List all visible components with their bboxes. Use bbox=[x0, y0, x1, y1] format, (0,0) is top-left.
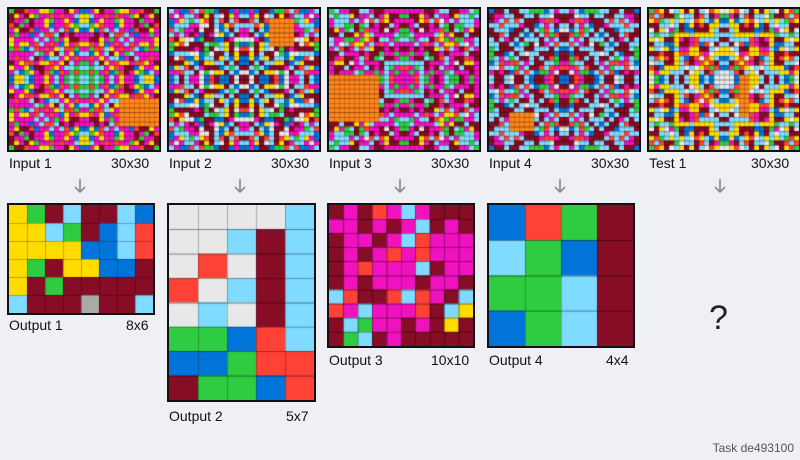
output-1-label: Output 1 bbox=[9, 317, 63, 333]
arrow-down-icon bbox=[74, 179, 86, 194]
output-4-size: 4x4 bbox=[606, 352, 629, 368]
output-2-grid bbox=[167, 203, 316, 402]
output-2-canvas bbox=[169, 205, 314, 400]
input-3-label: Input 3 bbox=[329, 155, 372, 171]
test-1-size: 30x30 bbox=[751, 155, 790, 171]
input-2-size: 30x30 bbox=[271, 155, 310, 171]
input-3-size: 30x30 bbox=[431, 155, 470, 171]
input-1-canvas bbox=[9, 9, 159, 150]
input-1-label: Input 1 bbox=[9, 155, 52, 171]
arrow-down-icon bbox=[234, 179, 246, 194]
input-3-canvas bbox=[329, 9, 479, 150]
output-3-canvas bbox=[329, 205, 473, 346]
input-4-canvas bbox=[489, 9, 639, 150]
input-4-grid bbox=[487, 7, 641, 152]
input-3-grid bbox=[327, 7, 481, 152]
input-2-label: Input 2 bbox=[169, 155, 212, 171]
input-4-size: 30x30 bbox=[591, 155, 630, 171]
test-1-canvas bbox=[649, 9, 799, 150]
input-2-grid bbox=[167, 7, 321, 152]
input-4-label: Input 4 bbox=[489, 155, 532, 171]
output-3-size: 10x10 bbox=[431, 352, 470, 368]
output-2-label: Output 2 bbox=[169, 408, 223, 424]
input-1-grid bbox=[7, 7, 161, 152]
output-4-label: Output 4 bbox=[489, 352, 543, 368]
output-1-size: 8x6 bbox=[126, 317, 149, 333]
output-4-canvas bbox=[489, 205, 633, 346]
output-2-size: 5x7 bbox=[286, 408, 309, 424]
input-2-canvas bbox=[169, 9, 319, 150]
unknown-output-placeholder: ? bbox=[709, 299, 728, 337]
task-id: Task de493100 bbox=[712, 441, 794, 455]
output-1-grid bbox=[7, 203, 155, 315]
output-3-grid bbox=[327, 203, 475, 348]
arrow-down-icon bbox=[714, 179, 726, 194]
test-1-label: Test 1 bbox=[649, 155, 687, 171]
output-3-label: Output 3 bbox=[329, 352, 383, 368]
arrow-down-icon bbox=[554, 179, 566, 194]
arrow-down-icon bbox=[394, 179, 406, 194]
test-1-grid bbox=[647, 7, 800, 152]
output-4-grid bbox=[487, 203, 635, 348]
input-1-size: 30x30 bbox=[111, 155, 150, 171]
output-1-canvas bbox=[9, 205, 153, 313]
